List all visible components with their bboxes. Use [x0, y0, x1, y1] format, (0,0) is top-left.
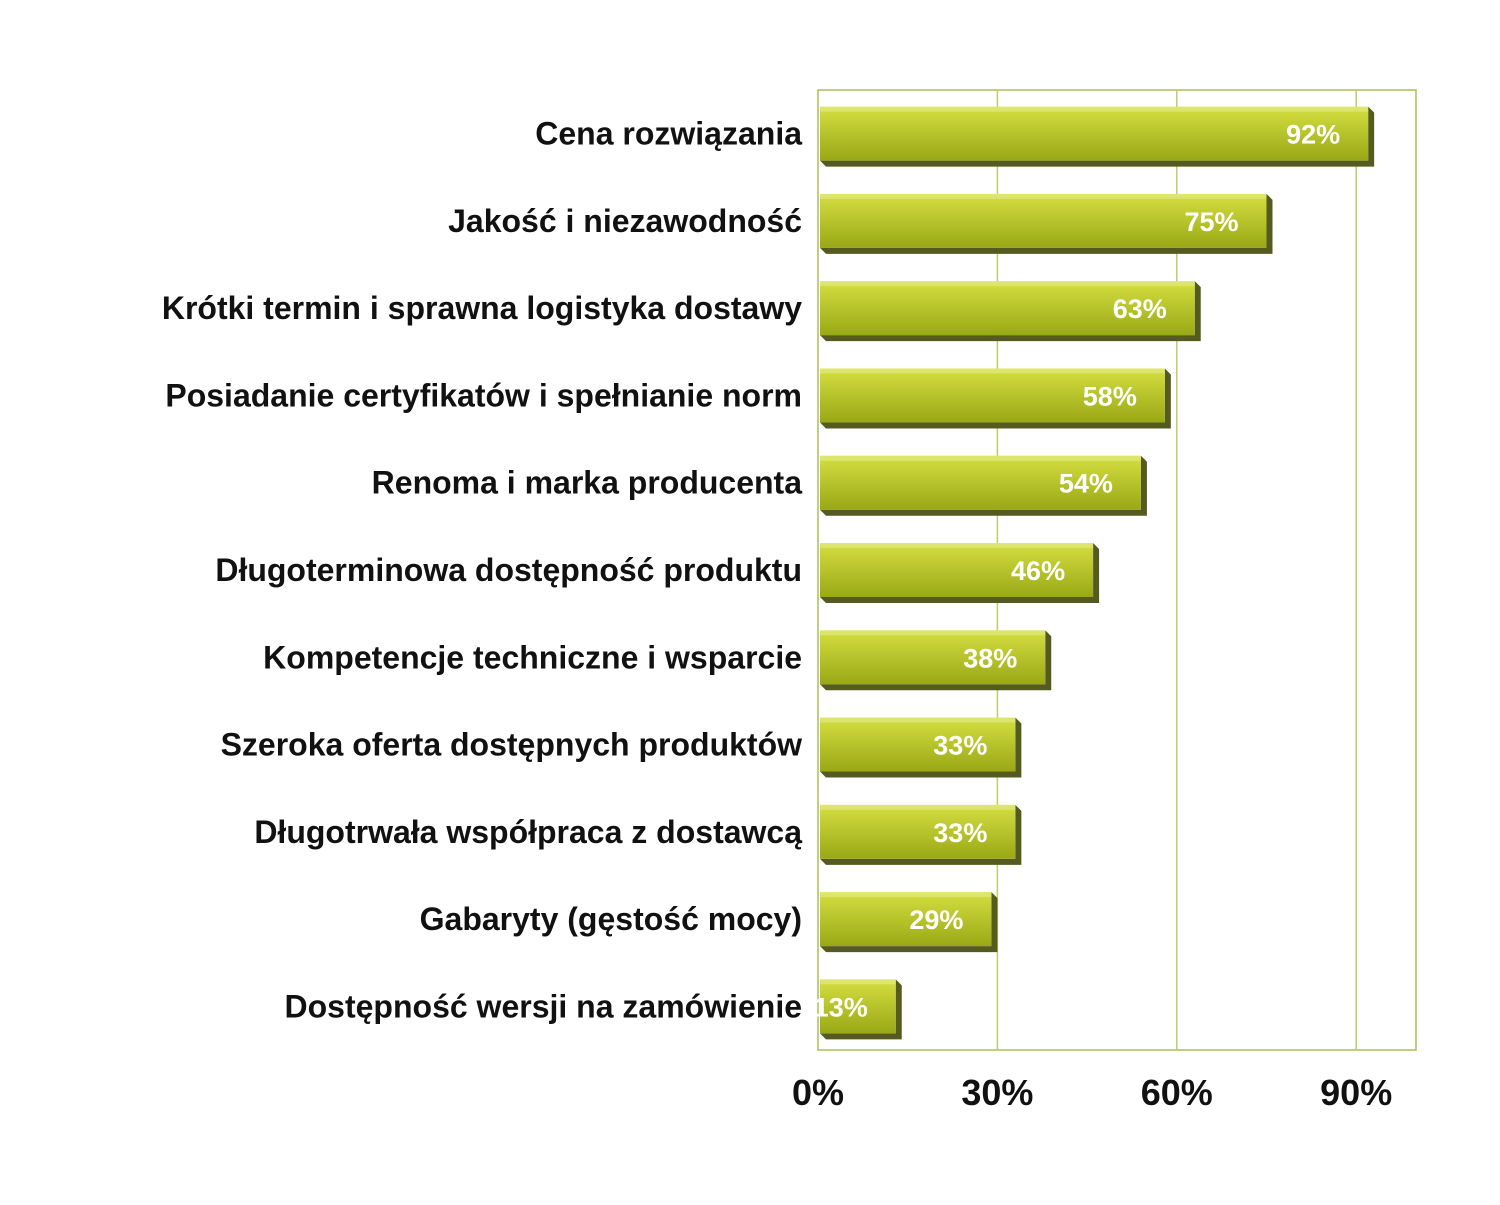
bar-highlight [820, 106, 1369, 112]
bar-highlight [820, 717, 1016, 723]
bar-face [820, 979, 896, 1034]
bar-highlight [820, 979, 896, 985]
x-tick-label: 0% [792, 1072, 844, 1113]
category-label: Posiadanie certyfikatów i spełnianie nor… [165, 377, 802, 413]
bar [820, 281, 1201, 342]
bar [820, 543, 1100, 603]
x-tick-label: 90% [1320, 1072, 1392, 1113]
bar [820, 717, 1022, 778]
bars-layer [820, 106, 1375, 1040]
labels-layer: 92% Cena rozwiązania 75% Jakość i niezawodn… [162, 116, 1340, 1025]
bar-face [820, 193, 1267, 248]
bar [820, 630, 1052, 691]
bar-face [820, 804, 1016, 859]
data-label: 46% [1011, 556, 1065, 586]
bar-face [820, 892, 992, 947]
category-label: Długoterminowa dostępność produktu [215, 552, 802, 588]
data-label: 54% [1059, 469, 1113, 499]
data-label: 33% [933, 731, 987, 761]
category-label: Jakość i niezawodność [448, 203, 802, 239]
bar-face [820, 281, 1195, 336]
data-label: 29% [909, 905, 963, 935]
bar-shadow [820, 106, 1375, 167]
bar-highlight [820, 630, 1046, 636]
category-label: Kompetencje techniczne i wsparcie [263, 639, 802, 675]
bar [820, 193, 1273, 254]
data-label: 75% [1184, 207, 1238, 237]
bar-face [820, 543, 1094, 597]
bar-highlight [820, 193, 1267, 199]
bar-face [820, 717, 1016, 772]
plot-frame [817, 89, 1417, 1051]
category-label: Dostępność wersji na zamówienie [285, 988, 802, 1024]
bar-face [820, 455, 1141, 510]
bar [820, 368, 1171, 429]
bar-face [820, 368, 1165, 423]
data-label: 63% [1113, 294, 1167, 324]
data-label: 58% [1083, 381, 1137, 411]
category-label: Renoma i marka producenta [372, 465, 803, 501]
bar-face [820, 106, 1369, 161]
bar-highlight [820, 455, 1141, 461]
category-label: Cena rozwiązania [535, 116, 802, 152]
data-label: 13% [814, 992, 868, 1022]
x-tick-label: 30% [961, 1072, 1033, 1113]
bar [820, 455, 1147, 516]
bar [820, 804, 1022, 865]
bar-highlight [820, 892, 992, 898]
bar-shadow [820, 455, 1147, 516]
category-label: Gabaryty (gęstość mocy) [420, 901, 802, 937]
category-label: Długotrwała współpraca z dostawcą [254, 814, 802, 850]
bar-highlight [820, 804, 1016, 810]
x-tick-label: 60% [1141, 1072, 1213, 1113]
bar [820, 979, 902, 1040]
x-axis-ticks: 0% 30% 60% 90% [792, 1072, 1392, 1113]
bar-highlight [820, 281, 1195, 287]
bar-highlight [820, 543, 1094, 548]
bar-highlight [820, 368, 1165, 374]
data-label: 38% [963, 643, 1017, 673]
category-label: Krótki termin i sprawna logistyka dostaw… [162, 290, 802, 326]
bar [820, 892, 998, 953]
bar-face [820, 630, 1046, 685]
data-label: 33% [933, 818, 987, 848]
bar [820, 106, 1375, 167]
category-label: Szeroka oferta dostępnych produktów [221, 727, 803, 763]
data-label: 92% [1286, 120, 1340, 150]
